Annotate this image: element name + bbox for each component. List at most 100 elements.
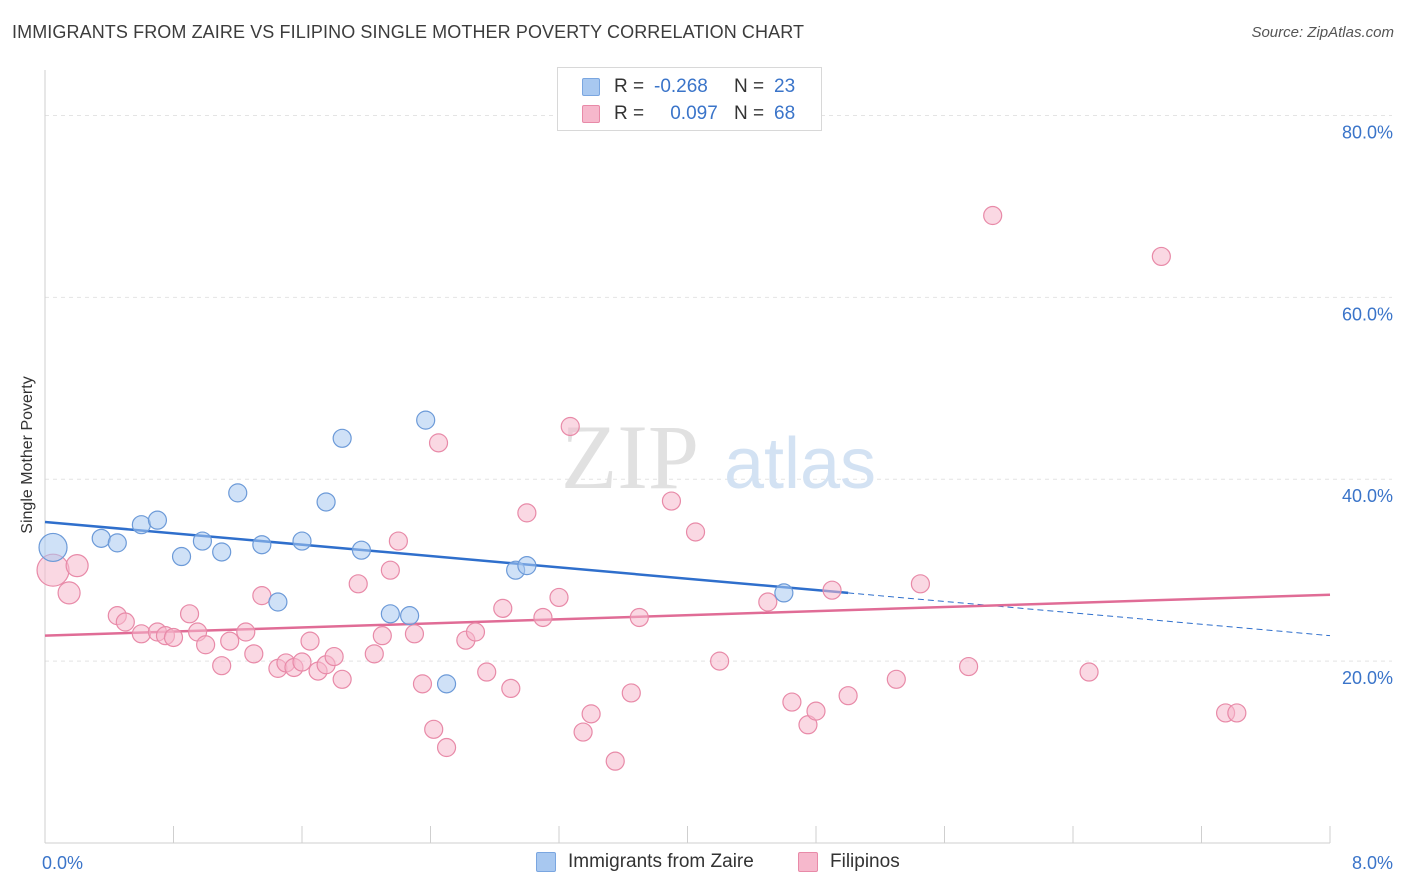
data-point xyxy=(252,586,272,606)
data-point xyxy=(774,583,794,603)
legend-row-filipinos: R = 0.097 N = 68 xyxy=(582,101,795,127)
data-point xyxy=(57,581,81,605)
data-point xyxy=(332,669,352,689)
data-point xyxy=(107,533,127,553)
data-point xyxy=(268,592,288,612)
data-point xyxy=(147,510,168,530)
data-point xyxy=(131,624,151,644)
legend-n-label: N = xyxy=(734,76,765,97)
data-point xyxy=(115,612,135,632)
data-point xyxy=(436,674,457,694)
data-point xyxy=(348,574,368,594)
data-point xyxy=(65,554,89,578)
series-label-filipinos: Filipinos xyxy=(830,851,900,872)
data-point xyxy=(822,580,842,600)
data-point xyxy=(220,631,240,651)
x-tick-label: 8.0% xyxy=(1352,853,1393,873)
watermark-zip: ZIP xyxy=(561,406,699,508)
data-point xyxy=(351,540,372,560)
data-point xyxy=(404,624,425,644)
data-point xyxy=(983,205,1003,226)
data-point xyxy=(806,701,826,721)
legend-n-value: 68 xyxy=(774,103,796,124)
y-tick-label: 40.0% xyxy=(1342,486,1393,506)
data-point xyxy=(364,644,384,664)
data-point xyxy=(228,483,248,503)
data-point xyxy=(573,722,593,742)
data-point xyxy=(517,503,537,523)
data-point xyxy=(412,674,433,694)
data-points xyxy=(36,205,1247,771)
data-point xyxy=(958,656,979,677)
data-point xyxy=(131,515,151,535)
data-point xyxy=(292,652,312,672)
data-point xyxy=(501,678,521,699)
watermark-atlas: atlas xyxy=(724,424,876,504)
data-point xyxy=(179,604,200,624)
data-point xyxy=(324,646,344,667)
data-point xyxy=(758,592,778,612)
data-point xyxy=(252,535,272,555)
data-point xyxy=(910,574,931,594)
legend-r-value: 0.097 xyxy=(670,103,718,124)
data-point xyxy=(621,683,641,703)
trend-line xyxy=(44,520,849,595)
data-point xyxy=(332,428,352,448)
data-point xyxy=(549,587,569,608)
y-tick-label: 80.0% xyxy=(1342,122,1393,142)
data-point xyxy=(428,433,449,453)
tick-labels: 20.0% 40.0% 60.0% 80.0% 0.0% 8.0% xyxy=(42,122,1393,873)
data-point xyxy=(465,622,486,642)
data-point xyxy=(1227,703,1247,723)
series-swatch-zaire xyxy=(536,852,556,872)
data-point xyxy=(244,644,264,664)
x-tick-label: 0.0% xyxy=(42,853,83,873)
data-point xyxy=(517,556,537,576)
series-label-zaire: Immigrants from Zaire xyxy=(568,851,754,872)
y-tick-label: 20.0% xyxy=(1342,668,1393,688)
data-point xyxy=(91,528,111,548)
data-point xyxy=(171,546,192,567)
y-axis-label: Single Mother Poverty xyxy=(19,376,36,534)
legend-row-zaire: R = -0.268 N = 23 xyxy=(582,74,795,100)
legend-swatch-filipinos xyxy=(582,105,600,123)
series-legend-filipinos: Filipinos xyxy=(798,851,900,873)
data-point xyxy=(424,719,444,739)
data-point xyxy=(533,607,553,628)
trend-lines xyxy=(44,520,1331,637)
data-point xyxy=(292,531,312,551)
data-point xyxy=(838,686,858,706)
axes xyxy=(44,70,1331,844)
data-point xyxy=(212,656,232,676)
series-swatch-filipinos xyxy=(798,852,818,872)
series-legend: Immigrants from Zaire Filipinos xyxy=(0,851,1406,877)
data-point xyxy=(560,416,580,437)
data-point xyxy=(316,492,336,512)
data-point xyxy=(1151,246,1171,267)
data-point xyxy=(300,631,320,651)
legend-r-value: -0.268 xyxy=(654,76,708,97)
trend-line-extension xyxy=(848,592,1331,637)
legend-swatch-zaire xyxy=(582,78,600,96)
data-point xyxy=(605,751,625,771)
data-point xyxy=(38,532,68,563)
legend-r-label: R = xyxy=(614,76,645,97)
legend-n-value: 23 xyxy=(774,76,796,97)
legend-r-label: R = xyxy=(614,103,645,124)
data-point xyxy=(380,560,400,580)
data-point xyxy=(685,522,706,542)
data-point xyxy=(400,606,420,626)
trend-line xyxy=(44,593,1331,637)
data-point xyxy=(192,531,213,551)
data-point xyxy=(581,704,601,724)
y-tick-label: 60.0% xyxy=(1342,304,1393,324)
legend-n-label: N = xyxy=(734,103,765,124)
data-point xyxy=(493,598,513,618)
correlation-legend: R = -0.268 N = 23 R = 0.097 N = 68 xyxy=(557,67,822,131)
series-legend-zaire: Immigrants from Zaire xyxy=(536,851,754,873)
data-point xyxy=(436,737,457,758)
data-point xyxy=(416,410,436,430)
grid-lines xyxy=(45,114,1392,662)
data-point xyxy=(236,622,256,642)
